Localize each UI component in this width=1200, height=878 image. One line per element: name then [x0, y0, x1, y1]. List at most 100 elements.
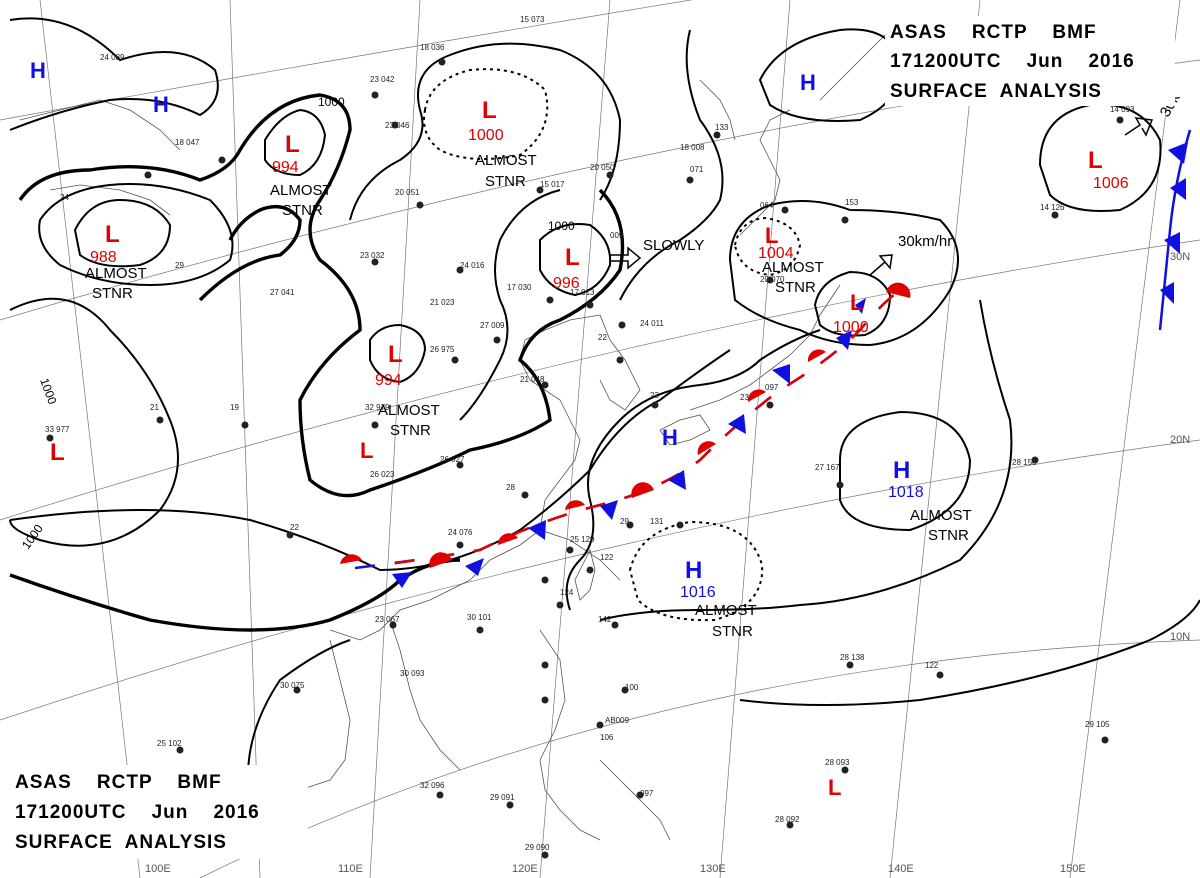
svg-text:131: 131 [650, 517, 664, 526]
almost-label: ALMOST [378, 402, 440, 419]
stnr-label: STNR [712, 623, 753, 640]
slowly-label: SLOWLY [643, 237, 704, 254]
lon-label: 130E [700, 863, 726, 875]
svg-text:28 138: 28 138 [840, 653, 865, 662]
svg-text:23: 23 [740, 393, 749, 402]
svg-text:H: H [30, 58, 46, 83]
svg-text:15 073: 15 073 [520, 15, 545, 24]
almost-label: ALMOST [85, 265, 147, 282]
high-center-northwest-2: H [153, 92, 169, 117]
svg-text:009: 009 [610, 231, 624, 240]
svg-text:AB009: AB009 [605, 716, 630, 725]
high-center-1018: H 1018 [888, 457, 924, 501]
high-center-taiwan: H [662, 425, 678, 450]
svg-text:29 091: 29 091 [490, 793, 515, 802]
pressure-value: 988 [90, 249, 117, 266]
svg-text:H: H [800, 70, 816, 95]
svg-text:071: 071 [690, 165, 704, 174]
svg-text:27 167: 27 167 [815, 463, 840, 472]
header-bottom-line1: ASAS RCTP BMF [15, 772, 222, 793]
svg-text:24 011: 24 011 [640, 319, 664, 328]
svg-text:24 016: 24 016 [460, 261, 485, 270]
svg-text:21 023: 21 023 [430, 298, 455, 307]
svg-text:142: 142 [598, 615, 612, 624]
lat-label: 10N [1170, 631, 1190, 643]
header-top-line2: 171200UTC Jun 2016 [890, 51, 1135, 72]
svg-text:20 070: 20 070 [760, 275, 785, 284]
lat-label: 30N [1170, 251, 1190, 263]
svg-text:30 075: 30 075 [280, 681, 305, 690]
stnr-label: STNR [92, 285, 133, 302]
station-plots [46, 58, 1124, 859]
pressure-value: 1000 [468, 127, 504, 144]
svg-text:21 048: 21 048 [520, 375, 545, 384]
low-center-west: L [360, 438, 373, 463]
svg-text:21: 21 [150, 403, 159, 412]
svg-text:17 030: 17 030 [507, 283, 532, 292]
svg-text:24 089: 24 089 [100, 53, 125, 62]
svg-text:24: 24 [60, 193, 69, 202]
speed-label: 30km/hr [898, 233, 952, 250]
svg-text:15 017: 15 017 [540, 180, 565, 189]
header-bottom-line3: SURFACE ANALYSIS [15, 832, 227, 853]
lon-label: 100E [145, 863, 171, 875]
svg-text:L: L [850, 290, 863, 315]
isobar-value: 1000 [548, 219, 575, 233]
low-center-1006: L 1006 [1088, 147, 1129, 192]
svg-text:28 092: 28 092 [775, 815, 800, 824]
coordinate-labels: 100E 110E 120E 130E 140E 150E 30N 20N 10… [145, 251, 1190, 875]
pressure-value: 994 [375, 372, 402, 389]
svg-text:18 008: 18 008 [680, 143, 705, 152]
isobar-value: 1000 [318, 95, 345, 109]
low-center-1000-east: L 1000 [833, 290, 869, 336]
pressure-value: 1018 [888, 484, 924, 501]
low-center-996: L 996 [553, 244, 580, 292]
svg-text:30 093: 30 093 [400, 669, 425, 678]
svg-text:100: 100 [625, 683, 639, 692]
lon-label: 110E [338, 863, 363, 875]
stnr-label: STNR [485, 173, 526, 190]
svg-text:26 027: 26 027 [440, 455, 465, 464]
svg-text:106: 106 [600, 733, 614, 742]
svg-text:064: 064 [760, 201, 774, 210]
cold-front-triangles [392, 298, 866, 588]
header-top-line1: ASAS RCTP BMF [890, 22, 1097, 43]
stnr-label: STNR [928, 527, 969, 544]
high-center-northeast: H [800, 70, 816, 95]
warm-front-semicircles [340, 282, 911, 568]
low-center-994-central: L 994 [375, 341, 403, 389]
stationary-front [340, 282, 911, 588]
svg-text:25 102: 25 102 [157, 739, 182, 748]
svg-text:32 096: 32 096 [420, 781, 445, 790]
svg-text:23: 23 [650, 391, 659, 400]
svg-text:17 013: 17 013 [570, 288, 595, 297]
svg-text:L: L [1088, 147, 1103, 174]
svg-text:26 023: 26 023 [370, 470, 395, 479]
svg-text:18 036: 18 036 [420, 43, 445, 52]
svg-text:18 047: 18 047 [175, 138, 200, 147]
svg-text:19: 19 [230, 403, 239, 412]
svg-text:23 067: 23 067 [375, 615, 400, 624]
svg-text:28 150: 28 150 [1012, 458, 1037, 467]
svg-text:H: H [662, 425, 678, 450]
low-center-1004: L 1004 [758, 223, 794, 262]
svg-text:H: H [685, 557, 702, 584]
svg-text:14 126: 14 126 [1040, 203, 1065, 212]
pressure-value: 1006 [1093, 175, 1129, 192]
svg-text:28 093: 28 093 [825, 758, 850, 767]
svg-text:L: L [285, 131, 300, 158]
svg-text:122: 122 [600, 553, 614, 562]
svg-text:L: L [765, 223, 778, 248]
svg-text:29: 29 [175, 261, 184, 270]
lat-label: 20N [1170, 434, 1190, 446]
svg-text:23 046: 23 046 [385, 121, 410, 130]
low-center-1000-north: L 1000 [468, 97, 504, 144]
pressure-value: 996 [553, 275, 580, 292]
coastlines [19, 19, 901, 841]
almost-label: ALMOST [762, 259, 824, 276]
stnr-label: STNR [775, 279, 816, 296]
svg-text:33 977: 33 977 [45, 425, 70, 434]
svg-text:L: L [828, 775, 841, 800]
svg-text:32 979: 32 979 [365, 403, 390, 412]
svg-text:124: 124 [560, 588, 574, 597]
